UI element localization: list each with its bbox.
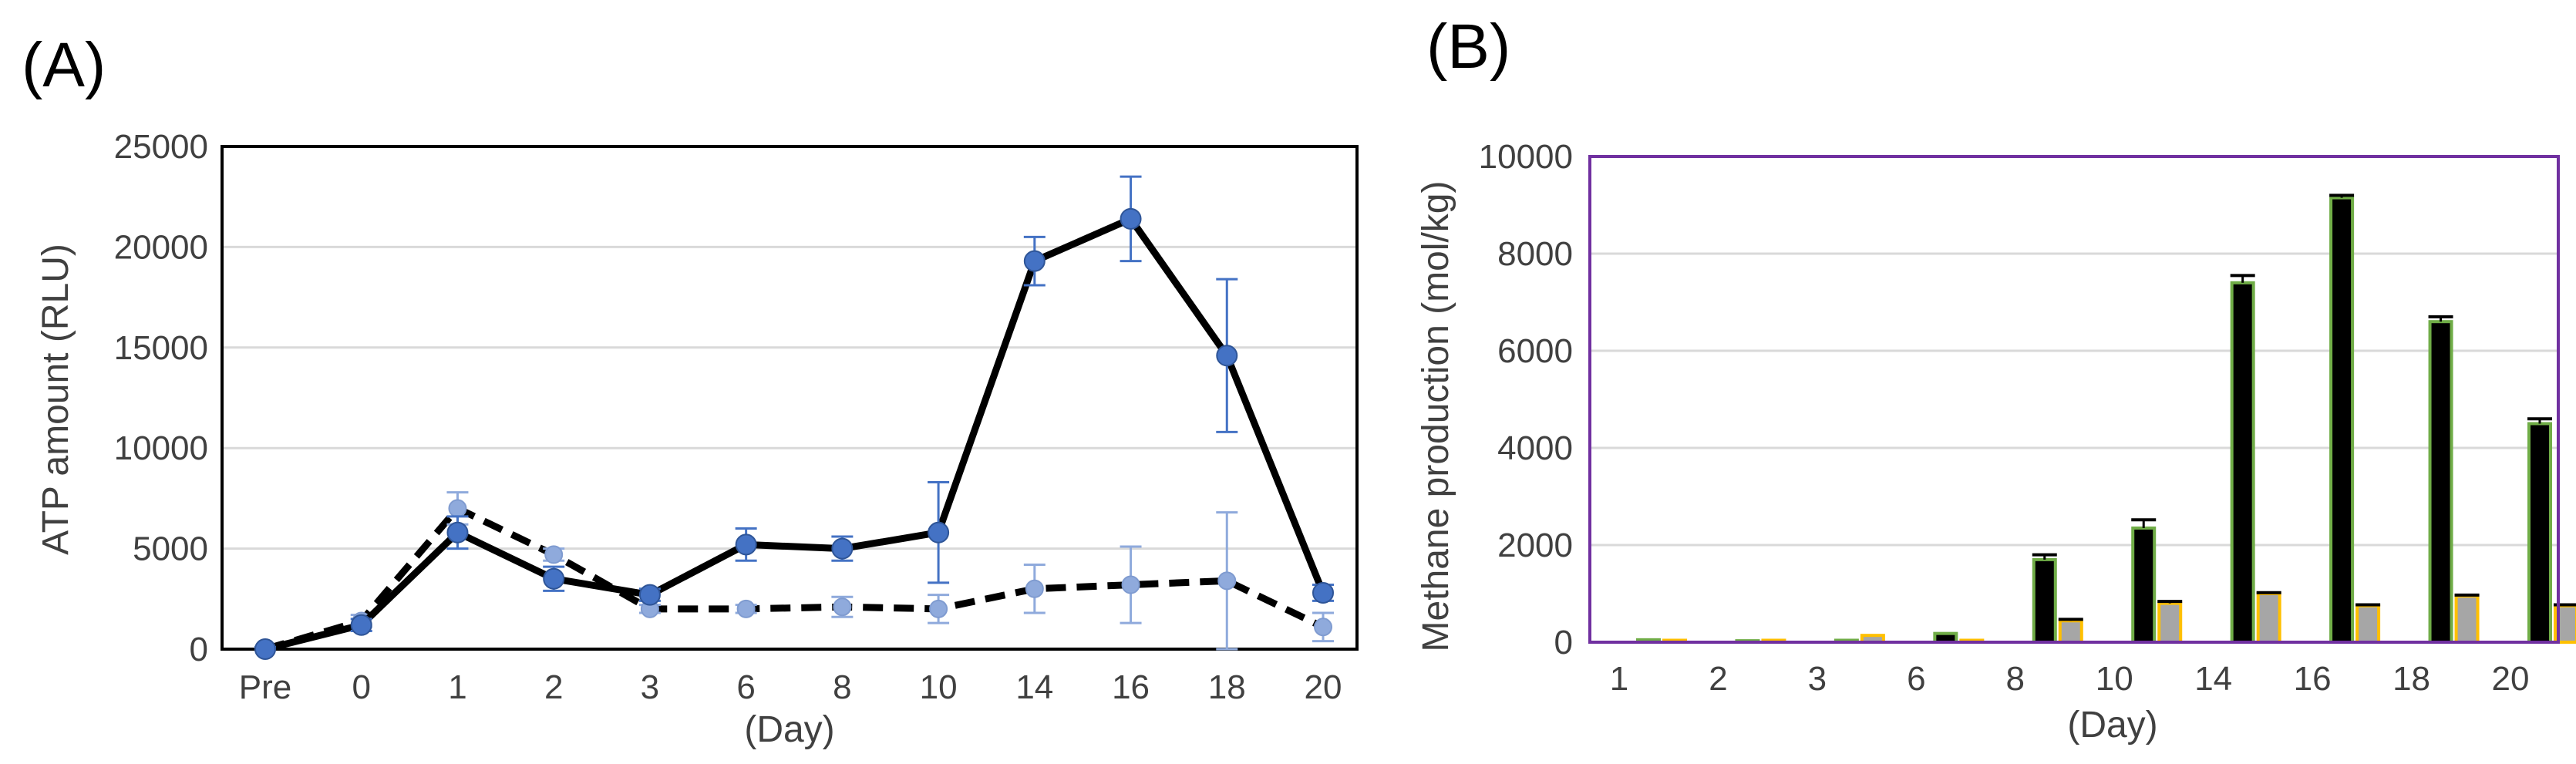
chart-a-data-point — [448, 499, 467, 518]
chart-a-data-point — [929, 599, 948, 618]
chart-a-series-line — [264, 504, 1325, 653]
chart-a-data-point — [544, 545, 564, 564]
chart-a-data-point — [736, 599, 756, 618]
chart-b-x-tick-label: 20 — [2492, 660, 2530, 698]
chart-a-x-tick-label: 3 — [641, 668, 659, 706]
chart-b-x-tick-label: 18 — [2392, 660, 2430, 698]
chart-a-y-tick-label: 5000 — [133, 530, 208, 568]
chart-b-bars-group — [1636, 194, 2576, 645]
chart-a-data-point — [1312, 581, 1334, 604]
chart-a-x-tick-label: 2 — [544, 668, 563, 706]
chart-a-x-tick-label: 18 — [1208, 668, 1246, 706]
chart-b-x-tick-label: 14 — [2194, 660, 2232, 698]
chart-b-x-tick-label: 16 — [2294, 660, 2332, 698]
chart-b-bar — [2032, 557, 2057, 645]
chart-a-data-point — [928, 521, 950, 544]
chart-b-bar — [2157, 601, 2183, 644]
chart-a: (A) 0 5000 10000 15000 20000 25000 Pre 0 1 2 3 6 8 1… — [22, 30, 1359, 750]
chart-b-y-tick-label: 4000 — [1497, 429, 1573, 467]
chart-a-y-axis-title: ATP amount (RLU) — [35, 244, 76, 555]
panel-label-b: (B) — [1426, 12, 1510, 82]
chart-a-data-point — [638, 584, 661, 606]
chart-a-x-tick-label: 20 — [1305, 668, 1342, 706]
chart-a-series-group — [254, 175, 1334, 660]
chart-b-bar — [2131, 526, 2157, 645]
chart-b-y-tick-label: 0 — [1554, 624, 1573, 661]
chart-a-data-point — [254, 638, 276, 660]
chart-b-gridlines — [1590, 252, 2558, 547]
chart-a-data-point — [1314, 618, 1332, 637]
chart-b-x-tick-label: 10 — [2096, 660, 2133, 698]
chart-b-bar — [2527, 422, 2552, 644]
chart-b-bar — [2256, 592, 2281, 644]
chart-a-data-point — [350, 614, 372, 636]
chart-a-y-tick-label: 20000 — [114, 228, 208, 266]
chart-b: (B) 0 2000 4000 6000 8000 10000 1 2 3 6 8 10 14 16 18… — [1416, 12, 2576, 745]
chart-a-data-point — [1025, 579, 1044, 598]
chart-a-data-point — [543, 567, 565, 590]
chart-a-gridlines — [222, 245, 1357, 550]
panel-label-a: (A) — [22, 30, 106, 100]
chart-a-x-tick-label: 1 — [448, 668, 466, 706]
chart-b-x-tick-label: 1 — [1610, 660, 1628, 698]
chart-a-x-tick-labels: Pre 0 1 2 3 6 8 10 14 16 18 20 — [239, 668, 1342, 706]
chart-a-x-tick-label: 6 — [736, 668, 755, 706]
chart-b-x-axis-title: (Day) — [2067, 705, 2157, 745]
chart-b-y-tick-label: 6000 — [1497, 332, 1573, 370]
chart-b-x-tick-label: 6 — [1907, 660, 1925, 698]
chart-a-y-tick-label: 15000 — [114, 329, 208, 367]
chart-a-y-tick-labels: 0 5000 10000 15000 20000 25000 — [114, 128, 208, 668]
chart-a-x-tick-label: 0 — [352, 668, 370, 706]
chart-a-data-point — [446, 521, 469, 544]
chart-b-plot-area — [1588, 155, 2560, 644]
chart-b-bar — [2058, 619, 2083, 645]
chart-a-y-tick-label: 0 — [190, 631, 208, 668]
chart-b-bar — [2230, 281, 2255, 644]
chart-a-data-point — [1120, 207, 1142, 230]
chart-a-x-axis-title: (Day) — [744, 709, 834, 750]
chart-a-y-tick-label: 10000 — [114, 429, 208, 467]
chart-b-bar — [2428, 320, 2453, 644]
chart-b-x-tick-label: 8 — [2006, 660, 2025, 698]
chart-a-x-tick-label: 8 — [833, 668, 851, 706]
chart-a-x-tick-label: 14 — [1015, 668, 1053, 706]
chart-b-x-tick-label: 3 — [1808, 660, 1827, 698]
chart-a-series-line — [264, 215, 1327, 653]
chart-b-series-1 — [1636, 194, 2552, 645]
chart-a-data-point — [831, 537, 854, 560]
chart-a-data-point — [1023, 250, 1046, 272]
chart-a-data-point — [833, 597, 852, 617]
chart-b-y-tick-label: 2000 — [1497, 527, 1573, 564]
chart-b-bar — [2329, 196, 2355, 644]
chart-b-bar — [2454, 594, 2480, 645]
chart-b-bar — [2355, 604, 2381, 644]
chart-b-y-tick-label: 10000 — [1479, 138, 1573, 176]
chart-a-data-point — [1216, 345, 1238, 367]
chart-a-series-1 — [254, 175, 1334, 660]
chart-a-y-tick-label: 25000 — [114, 128, 208, 166]
chart-a-data-point — [1121, 575, 1140, 594]
chart-b-y-tick-label: 8000 — [1497, 235, 1573, 273]
chart-a-data-point — [1217, 571, 1237, 591]
chart-b-y-axis-title: Methane production (mol/kg) — [1416, 181, 1456, 652]
chart-b-y-tick-labels: 0 2000 4000 6000 8000 10000 — [1479, 138, 1573, 661]
chart-a-x-tick-label: 16 — [1112, 668, 1150, 706]
chart-b-x-tick-label: 2 — [1709, 660, 1727, 698]
chart-a-x-tick-label: Pre — [239, 668, 291, 706]
chart-a-data-point — [735, 533, 757, 556]
chart-a-plot-area — [221, 145, 1359, 651]
chart-a-x-tick-label: 10 — [920, 668, 958, 706]
chart-b-x-tick-labels: 1 2 3 6 8 10 14 16 18 20 — [1610, 660, 2530, 698]
